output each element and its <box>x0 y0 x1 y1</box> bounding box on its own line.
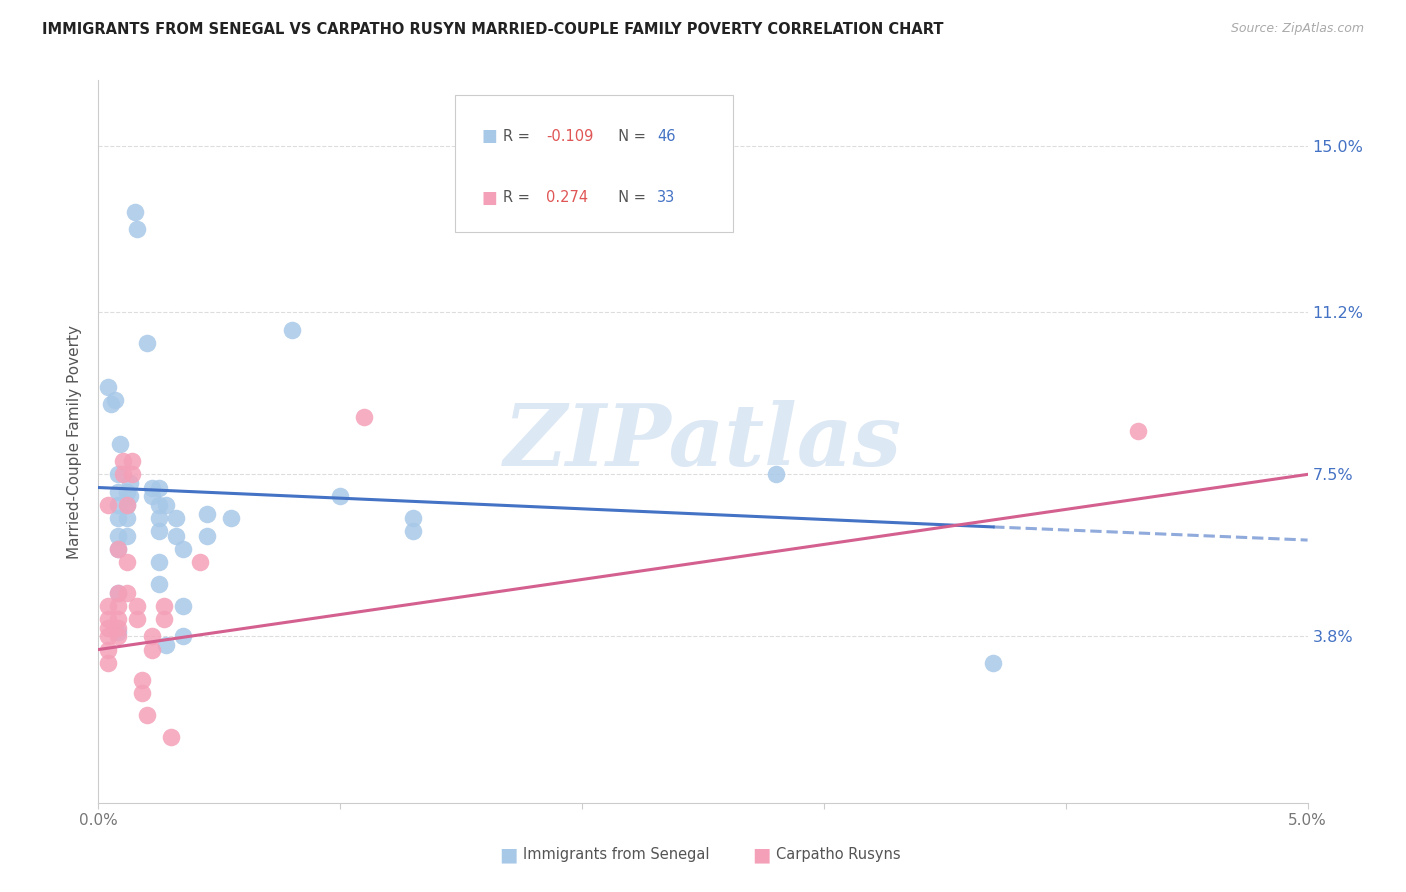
Point <box>117 498 139 512</box>
Point <box>165 511 187 525</box>
Point <box>160 730 183 744</box>
Point <box>97 656 120 670</box>
Point <box>148 577 170 591</box>
Text: ZIPatlas: ZIPatlas <box>503 400 903 483</box>
Point <box>402 511 425 525</box>
Point <box>97 642 120 657</box>
Point <box>172 629 194 643</box>
Point <box>107 621 129 635</box>
Point <box>353 410 375 425</box>
Point <box>188 555 211 569</box>
Point <box>117 529 139 543</box>
Point <box>100 397 122 411</box>
Point <box>148 481 170 495</box>
Text: R =: R = <box>503 128 536 144</box>
Point <box>1128 424 1150 438</box>
Text: IMMIGRANTS FROM SENEGAL VS CARPATHO RUSYN MARRIED-COUPLE FAMILY POVERTY CORRELAT: IMMIGRANTS FROM SENEGAL VS CARPATHO RUSY… <box>42 22 943 37</box>
Point <box>155 498 177 512</box>
Text: ■: ■ <box>752 845 770 864</box>
Point <box>124 204 146 219</box>
Point <box>127 612 149 626</box>
Point <box>117 484 139 499</box>
Text: ■: ■ <box>482 128 498 145</box>
Point <box>131 673 153 688</box>
Point <box>97 629 120 643</box>
Point <box>97 621 120 635</box>
Point <box>148 511 170 525</box>
Point <box>107 612 129 626</box>
Point <box>765 467 787 482</box>
Point <box>148 498 170 512</box>
Point <box>104 392 127 407</box>
Point <box>107 585 129 599</box>
Text: N =: N = <box>609 190 650 205</box>
Point <box>121 467 143 482</box>
Point <box>152 599 174 613</box>
Point <box>281 323 304 337</box>
Point <box>117 511 139 525</box>
Point <box>107 529 129 543</box>
Point <box>107 484 129 499</box>
Text: -0.109: -0.109 <box>546 128 593 144</box>
Point <box>97 599 120 613</box>
Y-axis label: Married-Couple Family Poverty: Married-Couple Family Poverty <box>67 325 83 558</box>
Point <box>107 625 129 640</box>
Point <box>981 656 1004 670</box>
Point <box>127 599 149 613</box>
Text: Source: ZipAtlas.com: Source: ZipAtlas.com <box>1230 22 1364 36</box>
Point <box>329 489 352 503</box>
Point <box>108 436 131 450</box>
Text: R =: R = <box>503 190 540 205</box>
Point <box>97 498 120 512</box>
Text: Immigrants from Senegal: Immigrants from Senegal <box>523 847 710 862</box>
Point <box>127 222 149 236</box>
Text: Carpatho Rusyns: Carpatho Rusyns <box>776 847 901 862</box>
Text: 33: 33 <box>657 190 675 205</box>
Point <box>117 555 139 569</box>
Text: ■: ■ <box>499 845 517 864</box>
Point <box>107 498 129 512</box>
Point <box>135 336 157 351</box>
Point <box>195 529 218 543</box>
Point <box>107 467 129 482</box>
Point <box>117 585 139 599</box>
Point <box>148 555 170 569</box>
Point <box>97 612 120 626</box>
Point <box>141 489 163 503</box>
Point <box>141 481 163 495</box>
Point <box>107 599 129 613</box>
Text: 0.274: 0.274 <box>546 190 588 205</box>
Point <box>141 642 163 657</box>
Point <box>195 507 218 521</box>
Text: ■: ■ <box>482 189 498 207</box>
Point <box>152 612 174 626</box>
Point <box>107 629 129 643</box>
Point <box>121 454 143 468</box>
Point <box>155 638 177 652</box>
Point <box>135 708 157 723</box>
Point <box>172 541 194 556</box>
FancyBboxPatch shape <box>456 95 734 232</box>
Point <box>148 524 170 539</box>
Point <box>118 476 141 491</box>
Point <box>165 529 187 543</box>
Point <box>402 524 425 539</box>
Point <box>141 629 163 643</box>
Point <box>118 489 141 503</box>
Point <box>117 498 139 512</box>
Point <box>111 467 134 482</box>
Text: N =: N = <box>609 128 650 144</box>
Point <box>107 511 129 525</box>
Point <box>97 380 120 394</box>
Point <box>107 541 129 556</box>
Point <box>221 511 243 525</box>
Text: 46: 46 <box>657 128 675 144</box>
Point <box>107 585 129 599</box>
Point <box>111 454 134 468</box>
Point <box>107 541 129 556</box>
Point <box>172 599 194 613</box>
Point <box>131 686 153 700</box>
